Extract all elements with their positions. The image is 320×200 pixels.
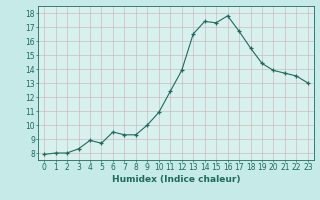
X-axis label: Humidex (Indice chaleur): Humidex (Indice chaleur) bbox=[112, 175, 240, 184]
